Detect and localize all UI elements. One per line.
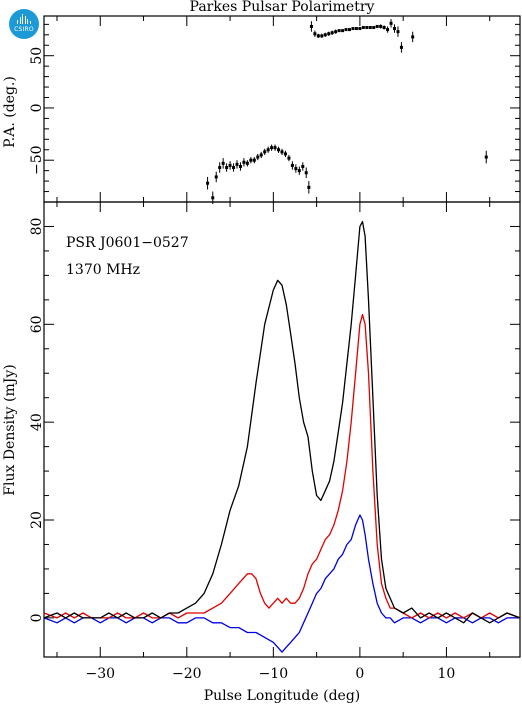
pa-tick-label: −50 bbox=[29, 145, 45, 175]
pa-point bbox=[379, 24, 383, 28]
pa-point bbox=[270, 146, 274, 150]
pa-point bbox=[399, 45, 403, 49]
pa-point bbox=[348, 28, 352, 32]
linear-intensity-line bbox=[43, 313, 521, 619]
pa-point bbox=[365, 25, 369, 29]
pa-tick-label: 50 bbox=[29, 47, 45, 65]
pa-point bbox=[386, 28, 390, 32]
pa-axis-ticks: 50 0 −50 bbox=[29, 23, 520, 193]
pa-point bbox=[214, 175, 218, 179]
csiro-logo-bars bbox=[17, 14, 31, 24]
pa-points bbox=[206, 19, 488, 205]
pa-point bbox=[235, 162, 239, 166]
pa-point bbox=[382, 25, 386, 29]
longitude-axis-ticks: −30 −20 −10 0 10 bbox=[56, 16, 491, 682]
pa-point bbox=[242, 160, 246, 164]
pa-point bbox=[225, 166, 229, 170]
flux-tick-label: 40 bbox=[29, 413, 45, 431]
pa-point bbox=[304, 171, 308, 175]
pa-point bbox=[277, 148, 281, 152]
x-tick-label: −20 bbox=[172, 666, 202, 682]
pa-point bbox=[327, 32, 331, 36]
frequency-annotation: 1370 MHz bbox=[66, 262, 140, 278]
circular-intensity-line bbox=[43, 514, 520, 653]
pa-point bbox=[307, 185, 311, 189]
pa-point bbox=[375, 24, 379, 28]
flux-tick-label: 0 bbox=[29, 613, 45, 622]
pa-point bbox=[484, 155, 488, 159]
pa-point bbox=[354, 27, 358, 31]
total-intensity-line bbox=[43, 220, 521, 624]
pa-point bbox=[252, 158, 256, 162]
flux-tick-label: 80 bbox=[29, 218, 45, 236]
pa-point bbox=[334, 30, 338, 34]
pa-axis-label: P.A. (deg.) bbox=[2, 76, 18, 148]
flux-tick-label: 20 bbox=[29, 511, 45, 529]
profile-series bbox=[43, 220, 521, 653]
pa-point bbox=[368, 25, 372, 29]
pa-point bbox=[290, 163, 294, 167]
pa-point bbox=[358, 27, 362, 31]
chart-title: Parkes Pulsar Polarimetry bbox=[190, 0, 375, 15]
pa-tick-label: 0 bbox=[29, 103, 45, 112]
pa-point bbox=[330, 31, 334, 35]
pa-point bbox=[313, 32, 317, 36]
pa-point bbox=[218, 166, 222, 170]
pa-point bbox=[283, 152, 287, 156]
pa-point bbox=[206, 181, 210, 185]
pa-point bbox=[280, 150, 284, 154]
psr-name-annotation: PSR J0601−0527 bbox=[66, 235, 189, 251]
pa-point bbox=[259, 153, 263, 157]
pa-point bbox=[232, 166, 236, 170]
pa-point bbox=[323, 33, 327, 37]
pa-point bbox=[228, 163, 232, 167]
pa-point bbox=[211, 196, 215, 200]
pa-point bbox=[221, 161, 225, 165]
x-tick-label: 0 bbox=[355, 666, 364, 682]
flux-axis-ticks: 0 20 40 60 80 bbox=[29, 218, 520, 622]
pa-point bbox=[309, 24, 313, 28]
pa-panel-frame bbox=[43, 15, 521, 203]
pa-point bbox=[361, 25, 365, 29]
pa-point bbox=[263, 150, 267, 154]
flux-axis-label: Flux Density (mJy) bbox=[2, 364, 18, 495]
x-tick-label: 10 bbox=[438, 666, 456, 682]
x-tick-label: −10 bbox=[259, 666, 289, 682]
pa-point bbox=[337, 29, 341, 33]
pa-point bbox=[249, 158, 253, 162]
pa-point bbox=[266, 148, 270, 152]
pa-point bbox=[316, 34, 320, 38]
pa-point bbox=[320, 34, 324, 38]
x-tick-label: −30 bbox=[85, 666, 115, 682]
pa-point bbox=[351, 27, 355, 31]
pa-point bbox=[396, 30, 400, 34]
pa-point bbox=[344, 28, 348, 32]
pa-point bbox=[372, 25, 376, 29]
pa-point bbox=[389, 21, 393, 25]
pa-point bbox=[287, 156, 291, 160]
profile-panel-frame bbox=[43, 201, 521, 658]
pa-point bbox=[393, 27, 397, 31]
pa-point bbox=[411, 35, 415, 39]
pa-point bbox=[301, 164, 305, 168]
pa-point bbox=[238, 164, 242, 168]
pa-point bbox=[256, 155, 260, 159]
pa-point bbox=[341, 29, 345, 33]
pa-point bbox=[294, 167, 298, 171]
longitude-axis-label: Pulse Longitude (deg) bbox=[204, 688, 361, 704]
pa-point bbox=[297, 169, 301, 173]
flux-tick-label: 60 bbox=[29, 315, 45, 333]
pa-point bbox=[245, 161, 249, 165]
csiro-logo-icon: CSIRO bbox=[9, 9, 39, 39]
csiro-logo-text: CSIRO bbox=[14, 26, 34, 33]
pa-point bbox=[273, 146, 277, 150]
